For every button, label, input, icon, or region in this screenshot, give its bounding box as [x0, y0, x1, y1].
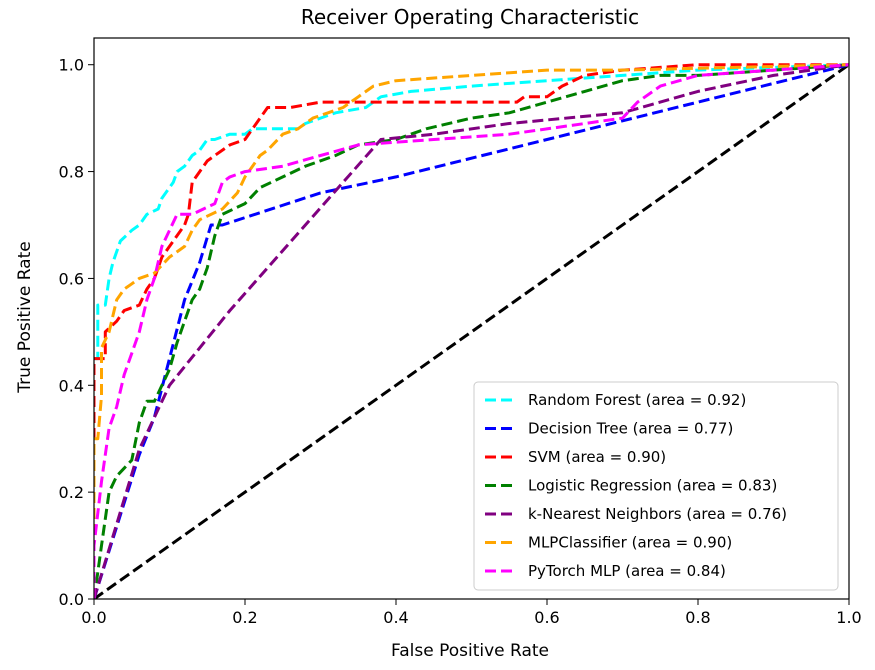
y-tick-label: 0.4: [59, 376, 84, 395]
y-tick-label: 0.2: [59, 483, 84, 502]
legend-entry-label: k-Nearest Neighbors (area = 0.76): [528, 505, 787, 523]
y-tick-label: 1.0: [59, 56, 84, 75]
x-tick-label: 0.8: [685, 608, 710, 627]
legend-entry-label: Logistic Regression (area = 0.83): [528, 477, 777, 495]
chart-title: Receiver Operating Characteristic: [301, 5, 639, 29]
plot-frame: [93, 37, 850, 600]
roc-series-line: [94, 63, 849, 599]
series-layer: [94, 63, 849, 599]
x-tick-label: 0.2: [232, 608, 257, 627]
x-axis-title: False Positive Rate: [391, 641, 549, 661]
legend: Random Forest (area = 0.92) Decision Tree…: [473, 381, 839, 591]
legend-box: [473, 381, 839, 591]
diagonal-layer: [94, 63, 849, 599]
legend-entry-label: Decision Tree (area = 0.77): [528, 420, 733, 438]
y-axis-title: True Positive Rate: [15, 241, 35, 393]
legend-entry-label: Random Forest (area = 0.92): [528, 391, 746, 409]
chance-diagonal-line: [94, 63, 849, 599]
x-axis-ticks: 0.0 0.2 0.4 0.6 0.8 1.0: [81, 599, 862, 627]
roc-series-line: [94, 63, 849, 599]
roc-series-line: [94, 63, 849, 599]
roc-series-line: [94, 63, 849, 599]
legend-entry-label: SVM (area = 0.90): [528, 448, 666, 466]
roc-series-line: [94, 63, 849, 599]
x-tick-label: 0.0: [81, 608, 106, 627]
x-tick-label: 1.0: [836, 608, 861, 627]
x-tick-label: 0.6: [534, 608, 559, 627]
x-tick-label: 0.4: [383, 608, 408, 627]
y-tick-label: 0.8: [59, 163, 84, 182]
y-tick-label: 0.6: [59, 269, 84, 288]
y-axis-ticks: 0.0 0.2 0.4 0.6 0.8 1.0: [59, 56, 94, 609]
legend-entry-label: PyTorch MLP (area = 0.84): [528, 562, 726, 580]
legend-entry-label: MLPClassifier (area = 0.90): [528, 534, 732, 552]
roc-series-line: [94, 63, 849, 599]
y-tick-label: 0.0: [59, 590, 84, 609]
